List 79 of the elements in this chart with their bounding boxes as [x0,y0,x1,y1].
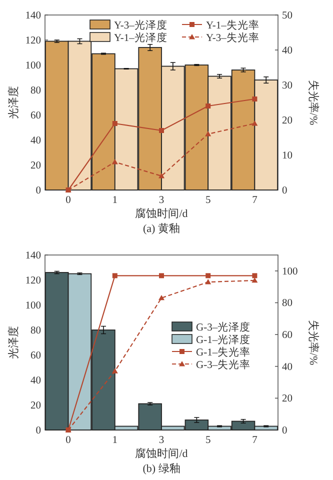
point [205,279,212,284]
y-tick-label: 140 [25,250,41,262]
x-tick-label: 5 [205,195,211,206]
x-tick-label: 3 [158,435,164,446]
point [205,131,212,136]
legend-label: Y-3–失光率 [206,31,260,44]
x-axis-title: 腐蚀时间/d [135,447,188,460]
y-tick-label: 100 [25,60,41,72]
legend-label: G-3–光泽度 [196,320,251,334]
legend-label: G-3–失光率 [196,358,251,371]
y2-tick-label: 0 [282,426,288,436]
y-tick-label: 60 [30,110,41,122]
bar [184,64,209,190]
point [206,104,211,108]
y2-tick-label: 100 [282,266,298,278]
y-tick-label: 60 [30,350,41,362]
bar [68,40,92,190]
y-axis-title: 光泽度 [7,86,20,119]
legend-label: G-1–失光率 [196,346,251,358]
y-tick-label: 0 [36,186,41,196]
x-tick-label: 3 [158,195,164,206]
legend-label: Y-1–光泽度 [114,31,168,44]
x-tick-label: 7 [252,195,258,206]
point [252,120,258,126]
x-tick-label: 0 [66,195,71,206]
bar [208,76,232,190]
y2-tick-label: 50 [282,10,292,22]
x-tick-label: 1 [112,195,118,206]
point [158,294,164,300]
bar [45,40,69,190]
x-tick-label: 0 [66,435,71,446]
text: (b) 绿釉 [142,462,180,475]
y-tick-label: 80 [30,326,41,336]
bar [231,70,256,190]
y-tick-label: 40 [30,376,41,386]
bar [254,80,278,190]
y2-tick-label: 0 [282,186,288,196]
y-tick-label: 120 [25,276,41,286]
legend-label: G-1–光泽度 [196,333,251,346]
y-tick-label: 140 [25,10,41,22]
x-tick-label: 5 [205,435,211,446]
bar [114,68,138,190]
point [252,273,258,278]
y-tick-label: 40 [30,136,41,146]
y-axis-title: 光泽度 [7,326,20,359]
y2-axis-title: 失光率/% [307,320,320,366]
y-tick-label: 20 [30,400,41,412]
y-tick-label: 80 [30,86,41,96]
y2-tick-label: 80 [282,298,292,310]
bar [92,53,116,190]
point [252,96,258,102]
y-tick-label: 0 [36,426,41,436]
point [159,128,164,133]
y2-tick-label: 10 [282,150,292,162]
x-tick-label: 1 [112,435,118,446]
point [158,173,164,178]
bar [138,47,162,190]
y2-tick-label: 60 [282,330,292,342]
y2-axis-title: 失光率/% [307,80,320,126]
legend-label: Y-3–光泽度 [114,18,168,32]
y-tick-label: 120 [25,36,41,46]
point [159,273,164,278]
y2-tick-label: 40 [282,362,292,373]
y-tick-label: 20 [30,160,41,172]
point [112,121,118,126]
y2-tick-label: 20 [282,394,292,405]
y2-tick-label: 30 [282,80,292,92]
point [206,273,211,278]
y2-tick-label: 20 [282,116,292,126]
point [112,159,118,164]
x-axis-title: 腐蚀时间/d [135,207,188,220]
legend-label: Y-1–失光率 [206,18,260,32]
point [112,368,118,374]
bar [161,66,185,190]
y-tick-label: 100 [25,300,41,312]
y2-tick-label: 40 [282,46,292,56]
text: (a) 黄釉 [143,222,180,235]
point [112,273,118,278]
x-tick-label: 7 [252,435,258,446]
